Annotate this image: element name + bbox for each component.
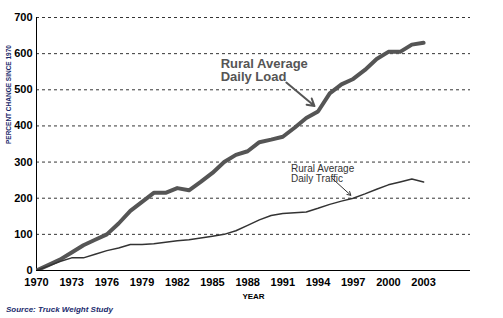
svg-text:1988: 1988 — [235, 276, 259, 288]
svg-text:200: 200 — [14, 192, 32, 204]
svg-text:2000: 2000 — [376, 276, 400, 288]
svg-text:1997: 1997 — [341, 276, 365, 288]
svg-text:1991: 1991 — [271, 276, 295, 288]
svg-text:300: 300 — [14, 156, 32, 168]
svg-text:1982: 1982 — [165, 276, 189, 288]
svg-text:500: 500 — [14, 83, 32, 95]
svg-text:600: 600 — [14, 47, 32, 59]
svg-text:Rural AverageDaily Load: Rural AverageDaily Load — [221, 56, 308, 84]
svg-text:YEAR: YEAR — [242, 292, 264, 301]
svg-text:1970: 1970 — [24, 276, 48, 288]
svg-text:0: 0 — [26, 264, 32, 276]
svg-text:700: 700 — [14, 11, 32, 23]
svg-text:400: 400 — [14, 119, 32, 131]
svg-text:1979: 1979 — [130, 276, 154, 288]
svg-text:2003: 2003 — [411, 276, 435, 288]
svg-text:1994: 1994 — [306, 276, 331, 288]
svg-text:1976: 1976 — [95, 276, 119, 288]
svg-text:1985: 1985 — [200, 276, 224, 288]
svg-text:1973: 1973 — [59, 276, 83, 288]
html-text:Source: Truck Weight Study: Source: Truck Weight Study — [6, 305, 113, 314]
svg-text:PERCENT CHANGE SINCE 1970: PERCENT CHANGE SINCE 1970 — [5, 45, 12, 144]
svg-text:100: 100 — [14, 228, 32, 240]
svg-text:Rural AverageDaily Traffic: Rural AverageDaily Traffic — [291, 163, 355, 184]
